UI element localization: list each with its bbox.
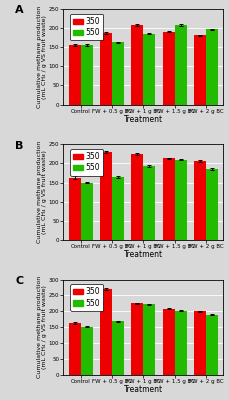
Text: B: B bbox=[15, 140, 24, 150]
Bar bbox=[131, 154, 143, 240]
Y-axis label: Cumulative methane production
(mL CH₄ / g VS fruit waste): Cumulative methane production (mL CH₄ / … bbox=[36, 276, 47, 378]
X-axis label: Treatment: Treatment bbox=[124, 115, 163, 124]
Bar bbox=[194, 311, 206, 375]
Bar bbox=[69, 45, 81, 104]
Bar bbox=[100, 289, 112, 375]
Bar bbox=[131, 303, 143, 375]
Bar bbox=[194, 36, 206, 104]
Text: C: C bbox=[15, 276, 24, 286]
Bar bbox=[81, 326, 93, 375]
Bar bbox=[100, 33, 112, 104]
Bar bbox=[163, 32, 175, 104]
Legend: 350, 550: 350, 550 bbox=[70, 149, 103, 176]
Bar bbox=[143, 34, 155, 104]
Bar bbox=[175, 311, 187, 375]
Y-axis label: Cumulative methane production
(mL CH₄ / g VS fruit waste): Cumulative methane production (mL CH₄ / … bbox=[36, 141, 47, 243]
Bar bbox=[69, 178, 81, 240]
Bar bbox=[206, 314, 218, 375]
X-axis label: Treatment: Treatment bbox=[124, 386, 163, 394]
Bar bbox=[112, 322, 124, 375]
Bar bbox=[143, 304, 155, 375]
Bar bbox=[69, 323, 81, 375]
Bar bbox=[163, 309, 175, 375]
Bar bbox=[81, 45, 93, 104]
Bar bbox=[112, 177, 124, 240]
X-axis label: Treatment: Treatment bbox=[124, 250, 163, 259]
Bar bbox=[175, 160, 187, 240]
Bar bbox=[81, 182, 93, 240]
Bar bbox=[143, 166, 155, 240]
Bar bbox=[112, 42, 124, 104]
Bar bbox=[131, 25, 143, 104]
Bar bbox=[163, 158, 175, 240]
Bar bbox=[206, 169, 218, 240]
Legend: 350, 550: 350, 550 bbox=[70, 284, 103, 311]
Legend: 350, 550: 350, 550 bbox=[70, 14, 103, 40]
Bar bbox=[100, 152, 112, 240]
Text: A: A bbox=[15, 5, 24, 15]
Bar bbox=[206, 29, 218, 104]
Bar bbox=[194, 161, 206, 240]
Bar bbox=[175, 25, 187, 104]
Y-axis label: Cumulative methane production
(mL CH₄ / g VS fruit waste): Cumulative methane production (mL CH₄ / … bbox=[36, 6, 47, 108]
